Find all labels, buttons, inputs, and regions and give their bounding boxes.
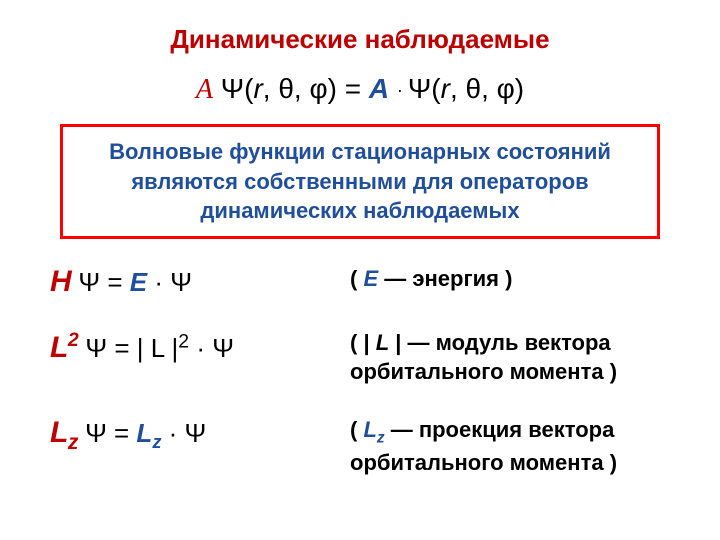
highlight-box: Волновые функции стационарных состояний … [60,124,660,239]
dot: · [397,80,408,100]
operator-L2: L2 [50,331,78,364]
eigenvalue-A: A [369,73,389,104]
eigen-Lz: Lz [136,418,161,448]
equation-row-H: H Ψ = E · Ψ ( E — энергия ) [50,265,680,299]
slide-title: Динамические наблюдаемые [40,24,680,55]
eq-H-desc: ( E — энергия ) [350,265,680,294]
eq-L2-lhs: L2 Ψ = | L |2 · Ψ [50,329,350,365]
eq-L2-desc: ( | L | — модуль вектора орбитального мо… [350,329,680,386]
operator-H: H [50,265,71,298]
operator-A: A [196,74,213,105]
main-equation: A Ψ(r, θ, φ) = A · Ψ(r, θ, φ) [40,73,680,106]
equation-row-L2: L2 Ψ = | L |2 · Ψ ( | L | — модуль векто… [50,329,680,386]
equation-row-Lz: Lz Ψ = Lz · Ψ ( Lz — проекция вектора ор… [50,416,680,477]
eq-Lz-lhs: Lz Ψ = Lz · Ψ [50,416,350,455]
operator-Lz: Lz [50,416,78,449]
eq-H-lhs: H Ψ = E · Ψ [50,265,350,299]
equals: = [345,73,369,104]
eigen-E: E [130,267,147,297]
eq-Lz-desc: ( Lz — проекция вектора орбитального мом… [350,416,680,477]
psi-right: Ψ(r, θ, φ) [408,73,524,104]
psi-left: Ψ(r, θ, φ) [221,73,345,104]
